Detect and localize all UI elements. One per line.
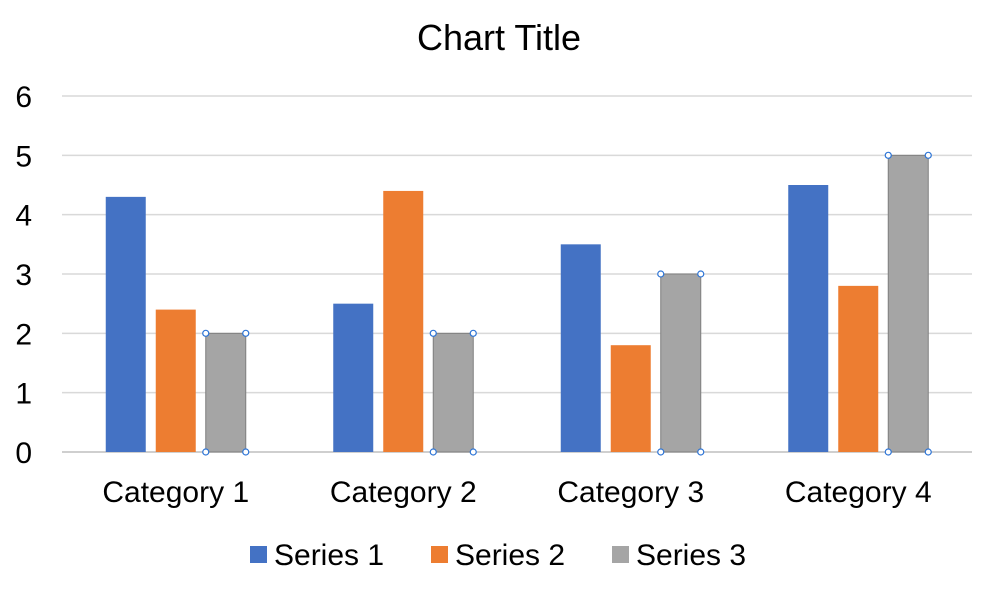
x-category-label: Category 3 [557, 476, 704, 509]
chart-title[interactable]: Chart Title [417, 17, 581, 58]
selection-handle[interactable] [697, 270, 705, 278]
bar-series-2-category-3[interactable] [610, 345, 651, 452]
y-tick-label: 0 [15, 437, 32, 470]
legend-label-series-1[interactable]: Series 1 [274, 539, 384, 572]
bar-series-1-category-2[interactable] [333, 303, 374, 452]
y-tick-label: 5 [15, 140, 32, 173]
selection-handle[interactable] [697, 448, 705, 456]
selection-handle[interactable] [657, 448, 665, 456]
bar-series-1-category-1[interactable] [105, 196, 146, 452]
selection-handle[interactable] [884, 448, 892, 456]
gridlines [62, 95, 972, 453]
y-tick-label: 3 [15, 259, 32, 292]
selection-handle[interactable] [924, 448, 932, 456]
legend-label-series-2[interactable]: Series 2 [455, 539, 565, 572]
selection-handle[interactable] [657, 270, 665, 278]
y-tick-label: 4 [15, 200, 32, 233]
selection-handle[interactable] [202, 329, 210, 337]
legend[interactable]: Series 1 Series 2 Series 3 [250, 539, 746, 572]
selection-handle[interactable] [469, 329, 477, 337]
y-tick-label: 2 [15, 318, 32, 351]
bar-series-1-category-3[interactable] [560, 244, 601, 452]
legend-label-series-3[interactable]: Series 3 [636, 539, 746, 572]
bar-series-1-category-4[interactable] [788, 185, 829, 452]
selection-handle[interactable] [242, 329, 250, 337]
bar-series-2-category-1[interactable] [155, 309, 196, 452]
x-category-label: Category 1 [102, 476, 249, 509]
bar-series-3-category-2[interactable] [432, 332, 474, 453]
bar-series-3-category-3[interactable] [660, 273, 702, 453]
legend-swatch-series-2[interactable] [431, 546, 448, 563]
selection-handle[interactable] [469, 448, 477, 456]
selection-handle[interactable] [202, 448, 210, 456]
selection-handle[interactable] [429, 329, 437, 337]
x-category-label: Category 2 [330, 476, 477, 509]
selection-handle[interactable] [242, 448, 250, 456]
y-tick-label: 6 [15, 81, 32, 114]
legend-swatch-series-3[interactable] [612, 546, 629, 563]
legend-swatch-series-1[interactable] [250, 546, 267, 563]
plot-area[interactable] [105, 151, 932, 456]
y-tick-label: 1 [15, 378, 32, 411]
x-category-label: Category 4 [785, 476, 932, 509]
bar-series-2-category-4[interactable] [838, 285, 879, 452]
x-axis-categories: Category 1 Category 2 Category 3 Category 4 [102, 476, 931, 509]
bar-series-3-category-4[interactable] [887, 154, 929, 453]
selection-handle[interactable] [884, 151, 892, 159]
selection-handle[interactable] [924, 151, 932, 159]
bar-series-2-category-2[interactable] [383, 190, 424, 452]
bar-series-3-category-1[interactable] [205, 332, 247, 453]
selection-handle[interactable] [429, 448, 437, 456]
y-axis-ticks: 0 1 2 3 4 5 6 [15, 81, 32, 470]
